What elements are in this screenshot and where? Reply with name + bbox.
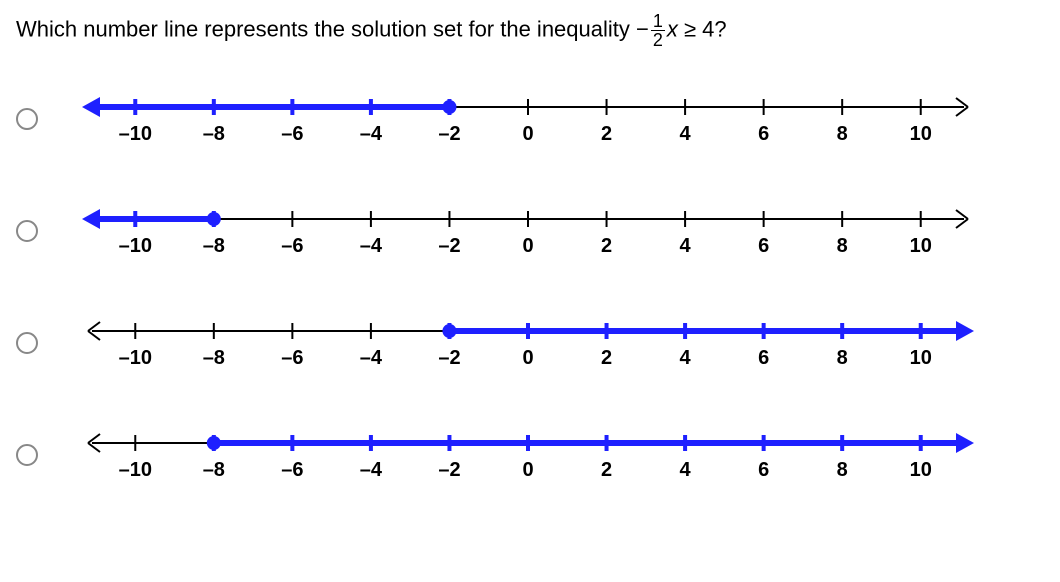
number-line: –10 –8 –6 –4 –2 0 2 4 6 8 10 [78,89,978,149]
tick-label: –8 [203,123,225,146]
rhs-text: 4? [702,16,726,41]
tick-label: 8 [837,235,848,258]
option-row[interactable]: –10 –8 –6 –4 –2 0 2 4 6 8 10 [16,201,1044,261]
tick-label: –8 [203,347,225,370]
tick-label: 10 [910,459,932,482]
tick-label: –6 [281,123,303,146]
tick-label: 6 [758,123,769,146]
tick-label: 8 [837,347,848,370]
tick-label: –10 [119,235,152,258]
tick-label: 2 [601,347,612,370]
tick-label: 2 [601,459,612,482]
tick-label: 4 [680,459,691,482]
tick-label: –6 [281,459,303,482]
tick-label: 10 [910,235,932,258]
tick-label: 4 [680,235,691,258]
option-row[interactable]: –10 –8 –6 –4 –2 0 2 4 6 8 10 [16,89,1044,149]
tick-label: 10 [910,123,932,146]
fraction-numerator: 1 [651,12,665,31]
tick-label: –10 [119,459,152,482]
question-prefix: Which number line represents the solutio… [16,16,649,41]
option-row[interactable]: –10 –8 –6 –4 –2 0 2 4 6 8 10 [16,313,1044,373]
tick-label: 10 [910,347,932,370]
number-line: –10 –8 –6 –4 –2 0 2 4 6 8 10 [78,313,978,373]
tick-label: 8 [837,459,848,482]
tick-label: –2 [438,235,460,258]
tick-label: 0 [522,235,533,258]
number-line: –10 –8 –6 –4 –2 0 2 4 6 8 10 [78,201,978,261]
tick-label: 2 [601,123,612,146]
tick-label: –4 [360,459,382,482]
question-text: Which number line represents the solutio… [16,12,1044,49]
variable-x: x [667,16,678,41]
fraction-denominator: 2 [651,31,665,49]
tick-label: –10 [119,123,152,146]
tick-label: –8 [203,235,225,258]
options-list: –10–8–6–4–20246810–10–8–6–4–20246810–10–… [16,89,1044,485]
tick-label: 0 [522,459,533,482]
tick-label: 4 [680,347,691,370]
radio-button[interactable] [16,332,38,354]
tick-label: –6 [281,347,303,370]
tick-label: –2 [438,123,460,146]
radio-button[interactable] [16,108,38,130]
radio-button[interactable] [16,444,38,466]
tick-label: 6 [758,235,769,258]
tick-label: –2 [438,459,460,482]
radio-button[interactable] [16,220,38,242]
tick-label: 6 [758,459,769,482]
tick-label: –6 [281,235,303,258]
tick-label: 6 [758,347,769,370]
tick-label: –10 [119,347,152,370]
tick-label: –4 [360,347,382,370]
number-line: –10 –8 –6 –4 –2 0 2 4 6 8 10 [78,425,978,485]
tick-label: –2 [438,347,460,370]
tick-label: 4 [680,123,691,146]
tick-label: 0 [522,123,533,146]
tick-label: –4 [360,235,382,258]
tick-label: –4 [360,123,382,146]
option-row[interactable]: –10 –8 –6 –4 –2 0 2 4 6 8 10 [16,425,1044,485]
tick-label: 8 [837,123,848,146]
tick-label: –8 [203,459,225,482]
fraction: 12 [651,12,665,49]
relation-symbol: ≥ [678,16,702,41]
tick-label: 0 [522,347,533,370]
tick-label: 2 [601,235,612,258]
